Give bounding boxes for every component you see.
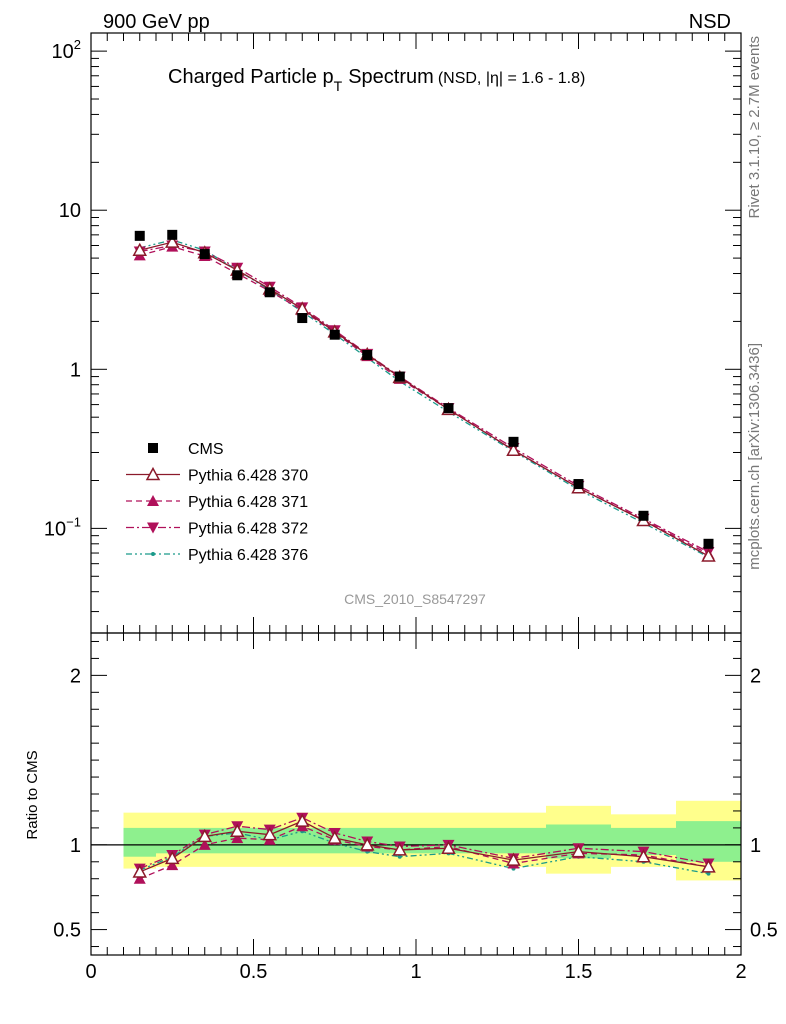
y-tick-label: 102 <box>52 37 81 63</box>
main-plot: Charged Particle pT Spectrum (NSD, |η| = 1… <box>44 32 742 634</box>
ratio-point-p370 <box>197 828 213 843</box>
point-cms <box>232 270 243 281</box>
watermark: CMS_2010_S8547297 <box>344 591 486 607</box>
ratio-y-tick-label-right: 2 <box>750 665 761 687</box>
legend-label-cms: CMS <box>188 441 224 458</box>
ratio-ylabel: Ratio to CMS <box>24 750 41 839</box>
x-tick-label: 1.5 <box>565 961 593 983</box>
legend-label-p371: Pythia 6.428 371 <box>188 494 308 511</box>
title-sub: T <box>334 78 343 94</box>
y-tick-label: 10 <box>59 200 81 222</box>
legend-label-p372: Pythia 6.428 372 <box>188 521 308 538</box>
legend-marker-p371 <box>147 495 159 506</box>
point-cms <box>297 313 308 324</box>
rivet-label: Rivet 3.1.10, ≥ 2.7M events <box>746 36 763 219</box>
ratio-point-p370 <box>571 844 586 858</box>
point-cms <box>167 229 178 240</box>
ratio-point-p370 <box>262 827 278 841</box>
ratio-y-tick-label: 0.5 <box>53 920 81 942</box>
main-title: Charged Particle pT Spectrum (NSD, |η| = 1… <box>168 66 585 94</box>
band-inner <box>481 827 546 854</box>
point-p370 <box>506 442 521 456</box>
ratio-point-p370 <box>636 849 651 863</box>
band-inner <box>676 821 741 862</box>
ratio-axes: 0.5 0.51 12 20 0.5 1 1.5 2 <box>53 632 778 983</box>
ratio-point-p370 <box>132 864 148 878</box>
point-p370 <box>701 548 716 562</box>
point-cms <box>329 329 340 340</box>
ratio-point-p370 <box>701 859 716 873</box>
series-line-p376 <box>139 239 709 558</box>
ratio-point-p370 <box>441 840 456 854</box>
point-cms <box>443 403 454 414</box>
ratio-plot: 0.5 0.51 12 20 0.5 1 1.5 2 Ratio to CMS <box>24 632 778 983</box>
header-right: NSD <box>689 11 731 33</box>
point-cms <box>703 538 714 549</box>
ratio-point-p370 <box>359 837 375 851</box>
ratio-point-p376 <box>397 854 402 859</box>
x-tick-label: 2 <box>735 961 746 983</box>
legend-marker-cms <box>148 443 158 453</box>
ratio-y-tick-label-right: 1 <box>750 835 761 857</box>
legend-marker-p370 <box>145 466 161 481</box>
point-cms <box>264 287 275 298</box>
point-cms <box>394 371 405 382</box>
ratio-point-p370 <box>392 842 408 856</box>
ratio-point-p370 <box>506 852 521 866</box>
point-cms <box>638 510 649 521</box>
legend: CMS Pythia 6.428 370 Pythia 6.428 371 Pythi… <box>126 441 308 564</box>
main-frame <box>90 32 742 634</box>
ratio-point-p370 <box>164 850 180 865</box>
title-note: (NSD, |η| = 1.6 - 1.8) <box>438 70 585 87</box>
legend-marker-p372 <box>147 522 159 534</box>
ratio-y-tick-label: 2 <box>70 665 81 687</box>
legend-label-p370: Pythia 6.428 370 <box>188 468 308 485</box>
main-series <box>132 229 716 562</box>
header-left: 900 GeV pp <box>103 11 210 33</box>
ratio-line-p372 <box>139 817 709 870</box>
y-tick-label: 10−1 <box>44 514 81 540</box>
x-tick-label: 1 <box>410 961 421 983</box>
ratio-point-p371 <box>231 832 244 844</box>
title-rest: Spectrum <box>348 66 434 88</box>
title-main: Charged Particle p <box>168 66 334 88</box>
band-inner <box>156 827 189 854</box>
y-tick-label: 1 <box>70 359 81 381</box>
ratio-point-p376 <box>706 871 711 876</box>
x-tick-label: 0.5 <box>240 961 268 983</box>
legend-marker-p376 <box>151 552 155 556</box>
main-axes: 102 10 1 10−1 <box>44 32 742 634</box>
point-cms <box>573 479 584 490</box>
point-cms <box>362 349 373 360</box>
mcplots-label: mcplots.cern.ch [arXiv:1306.3436] <box>746 343 763 570</box>
ratio-frame <box>90 632 742 956</box>
ratio-point-p371 <box>133 872 146 884</box>
legend-label-p376: Pythia 6.428 376 <box>188 547 308 564</box>
ratio-point-p370 <box>229 823 245 838</box>
band-inner <box>123 827 156 857</box>
ratio-bands <box>91 800 741 881</box>
ratio-line-p370 <box>139 820 709 873</box>
ratio-point-p370 <box>294 813 310 827</box>
ratio-y-tick-label-right: 0.5 <box>750 920 778 942</box>
point-p370 <box>132 242 148 257</box>
x-tick-label: 0 <box>85 961 96 983</box>
ratio-point-p371 <box>198 838 211 850</box>
ratio-y-tick-label: 1 <box>70 835 81 857</box>
point-cms <box>508 436 519 447</box>
point-cms <box>134 230 145 241</box>
point-p370 <box>164 234 180 248</box>
point-cms <box>199 249 210 260</box>
ratio-point-p370 <box>327 830 343 844</box>
ratio-point-p371 <box>166 859 179 871</box>
ratio-series <box>132 812 716 884</box>
